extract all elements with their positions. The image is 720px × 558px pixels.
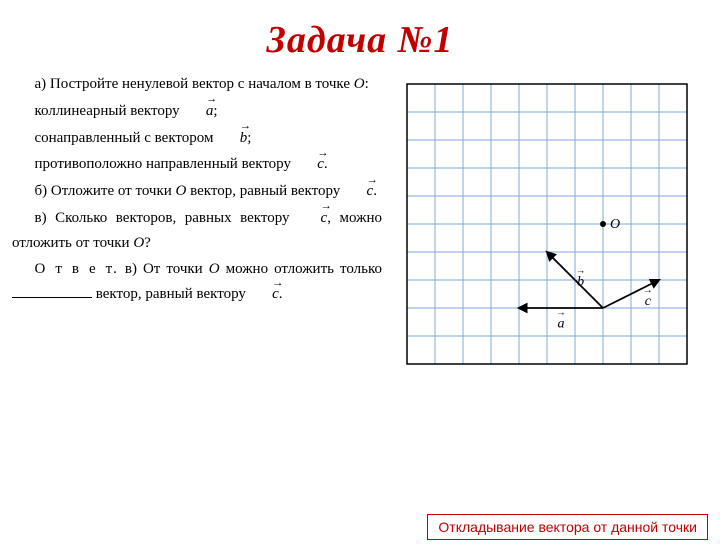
vec-c4: c bbox=[250, 282, 279, 307]
vector-diagram: Oa→b→c→ bbox=[405, 82, 689, 366]
a1-pre: коллинеарный вектору bbox=[35, 103, 184, 119]
svg-text:→: → bbox=[643, 285, 653, 296]
ans-O: O bbox=[209, 261, 220, 277]
problem-text: а) Постройте ненулевой вектор с началом … bbox=[12, 72, 392, 309]
svg-text:→: → bbox=[576, 266, 586, 277]
svg-text:→: → bbox=[556, 308, 566, 319]
ans-v: в) От точки bbox=[119, 261, 209, 277]
vec-a: a bbox=[183, 99, 213, 124]
svg-text:a: a bbox=[558, 317, 565, 332]
svg-text:O: O bbox=[610, 217, 620, 232]
vec-c3: c bbox=[298, 206, 327, 231]
content-row: а) Постройте ненулевой вектор с началом … bbox=[0, 72, 720, 366]
answer-blank[interactable] bbox=[12, 284, 92, 299]
svg-text:b: b bbox=[577, 275, 584, 290]
v-q: ? bbox=[144, 235, 151, 251]
answer-label: О т в е т. bbox=[35, 261, 119, 277]
b-pre: б) Отложите от точки bbox=[35, 183, 176, 199]
point-O: O bbox=[354, 76, 365, 92]
colon: : bbox=[365, 76, 369, 92]
vec-c2: c bbox=[344, 179, 373, 204]
caption-text: Откладывание вектора от данной точки bbox=[438, 519, 697, 535]
a2-pre: сонаправленный с вектором bbox=[35, 130, 218, 146]
a3-pre: противоположно направленный вектору bbox=[35, 156, 295, 172]
v-pre: в) Сколько векторов, равных вектору bbox=[35, 210, 299, 226]
b-O: O bbox=[176, 183, 187, 199]
figure-column: Oa→b→c→ bbox=[392, 72, 702, 366]
page-title: Задача №1 bbox=[0, 18, 720, 62]
svg-text:c: c bbox=[645, 294, 652, 309]
caption-box: Откладывание вектора от данной точки bbox=[427, 514, 708, 540]
ans-post: вектор, равный вектору bbox=[92, 286, 250, 302]
v-O: O bbox=[133, 235, 144, 251]
vec-b: b bbox=[217, 126, 247, 151]
title-text: Задача №1 bbox=[267, 19, 454, 61]
vec-c1: c bbox=[295, 152, 324, 177]
ans-mid: можно отложить только bbox=[220, 261, 382, 277]
